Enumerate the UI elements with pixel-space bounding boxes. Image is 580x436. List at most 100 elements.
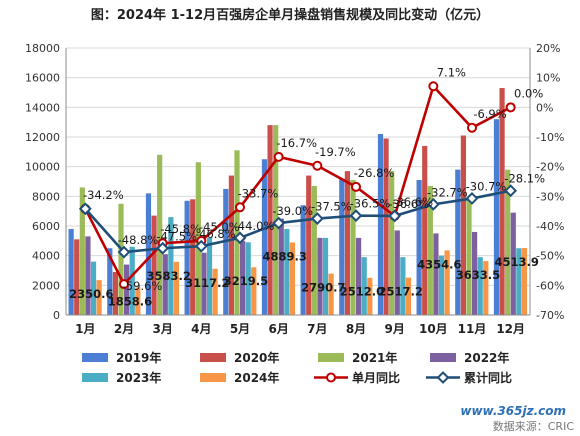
bar-2024年-5月 bbox=[251, 267, 257, 315]
legend-item: 2023年 bbox=[82, 370, 161, 385]
marker-累计同比 bbox=[426, 197, 440, 211]
legend-marker bbox=[436, 371, 450, 384]
line-layer bbox=[78, 81, 518, 290]
bar-2024年-11月 bbox=[483, 261, 489, 315]
marker-累计同比 bbox=[349, 209, 363, 223]
bar-2021年-8月 bbox=[350, 180, 356, 315]
bar-2020年-8月 bbox=[344, 171, 350, 315]
bar-2022年-1月 bbox=[85, 236, 91, 315]
legend-marker bbox=[326, 372, 336, 383]
bar-2023年-11月 bbox=[477, 257, 483, 315]
bar-2024-label: 3633.5 bbox=[456, 268, 500, 282]
bar-2020年-4月 bbox=[190, 199, 196, 315]
bar-2019年-7月 bbox=[300, 205, 306, 315]
single-yoy-label: 0.0% bbox=[514, 86, 543, 100]
marker-累计同比 bbox=[388, 209, 402, 223]
y-right-tick-label: 0% bbox=[536, 101, 553, 114]
source-note: 数据来源：CRIC bbox=[492, 420, 574, 433]
bar-2020年-1月 bbox=[74, 239, 80, 315]
marker-累计同比 bbox=[504, 184, 518, 198]
legend-layer: 2019年 2020年 2021年 2022年 2023年 2024年 单月同比 累计同比 bbox=[82, 350, 512, 385]
bar-2022年-6月 bbox=[278, 218, 284, 315]
bar-2022年-11月 bbox=[472, 231, 478, 315]
bar-2019年-11月 bbox=[455, 169, 461, 315]
y-right-tick-label: -30% bbox=[536, 190, 564, 203]
bar-2023年-12月 bbox=[516, 248, 522, 315]
bar-2022年-5月 bbox=[240, 240, 246, 315]
bar-2020年-2月 bbox=[112, 271, 118, 315]
x-tick-label: 7月 bbox=[307, 322, 327, 336]
bar-2020年-11月 bbox=[460, 135, 466, 315]
legend-item: 2019年 bbox=[82, 350, 161, 365]
y-left-tick-label: 0 bbox=[53, 309, 60, 322]
marker-累计同比 bbox=[233, 231, 247, 245]
legend-label: 2024年 bbox=[234, 370, 279, 385]
y-right-tick-label: -70% bbox=[536, 309, 564, 322]
bar-2019年-2月 bbox=[107, 248, 113, 315]
legend-label: 单月同比 bbox=[352, 370, 400, 385]
x-tick-label: 5月 bbox=[230, 322, 250, 336]
y-right-tick-label: 20% bbox=[536, 42, 560, 55]
bar-2022年-9月 bbox=[394, 230, 400, 315]
cum-yoy-label: -36.6% bbox=[388, 197, 429, 211]
bar-2023年-6月 bbox=[284, 228, 290, 315]
bar-2022年-2月 bbox=[124, 264, 130, 315]
bar-2024年-10月 bbox=[444, 250, 450, 315]
bar-2019年-3月 bbox=[145, 193, 152, 315]
bar-2024-label: 1858.6 bbox=[108, 294, 152, 308]
y-left-tick-label: 18000 bbox=[25, 42, 60, 55]
y-left-tick-label: 6000 bbox=[32, 220, 60, 233]
x-tick-label: 10月 bbox=[419, 322, 448, 336]
cum-yoy-label: -47.5% bbox=[156, 229, 197, 243]
legend-label: 2019年 bbox=[116, 350, 161, 365]
marker-单月同比 bbox=[235, 202, 245, 213]
bar-2019年-10月 bbox=[416, 180, 422, 315]
chart-title: 图：2024年 1-12月百强房企单月操盘销售规模及同比变动（亿元） bbox=[90, 8, 490, 23]
bar-2024年-2月 bbox=[135, 287, 141, 315]
line-累计同比 bbox=[84, 189, 511, 254]
bar-2024年-3月 bbox=[173, 261, 180, 315]
bar-2019年-4月 bbox=[184, 200, 190, 315]
bar-2020年-6月 bbox=[267, 125, 273, 315]
y-left-tick-label: 4000 bbox=[32, 250, 60, 263]
bar-2024-label: 2350.6 bbox=[69, 287, 113, 301]
legend-swatch bbox=[200, 373, 226, 382]
bar-2019年-5月 bbox=[223, 188, 229, 315]
bar-2024年-12月 bbox=[521, 248, 528, 315]
x-tick-label: 12月 bbox=[496, 322, 525, 336]
bar-2019年-1月 bbox=[68, 228, 74, 315]
single-yoy-label: -19.7% bbox=[315, 145, 356, 159]
marker-单月同比 bbox=[351, 181, 361, 192]
cum-yoy-label: -36.5% bbox=[350, 197, 391, 211]
bar-2024-label: 3117.2 bbox=[185, 276, 229, 290]
x-tick-label: 9月 bbox=[384, 322, 404, 336]
watermark: www.365jz.com bbox=[460, 404, 566, 418]
bar-2020年-12月 bbox=[499, 88, 505, 315]
bar-2021年-9月 bbox=[389, 171, 395, 315]
bar-2024-label: 2517.2 bbox=[378, 285, 422, 299]
y-left-tick-label: 14000 bbox=[25, 101, 60, 114]
marker-单月同比 bbox=[119, 279, 129, 290]
bar-2022年-7月 bbox=[317, 237, 323, 315]
bar-2023年-4月 bbox=[206, 237, 213, 315]
bar-2021年-7月 bbox=[311, 185, 317, 315]
y-left-tick-label: 12000 bbox=[25, 131, 60, 144]
bar-2024-label: 3219.5 bbox=[224, 274, 268, 288]
bar-2022年-3月 bbox=[162, 254, 168, 315]
single-yoy-label: -45.8% bbox=[160, 222, 201, 236]
y-left-tick-label: 2000 bbox=[32, 279, 60, 292]
x-tick-label: 3月 bbox=[152, 322, 172, 336]
bar-2019年-8月 bbox=[339, 178, 345, 315]
bar-2021年-10月 bbox=[427, 185, 433, 315]
marker-单月同比 bbox=[428, 81, 439, 92]
y-right-tick-label: -40% bbox=[536, 220, 564, 233]
bar-2024年-6月 bbox=[289, 242, 296, 315]
bar-2024-label: 4513.9 bbox=[494, 255, 538, 269]
marker-累计同比 bbox=[465, 191, 479, 205]
single-yoy-label: -45.0% bbox=[199, 220, 240, 234]
marker-单月同比 bbox=[505, 102, 516, 113]
single-yoy-label: -26.8% bbox=[354, 166, 395, 180]
bar-2021年-1月 bbox=[79, 187, 85, 315]
